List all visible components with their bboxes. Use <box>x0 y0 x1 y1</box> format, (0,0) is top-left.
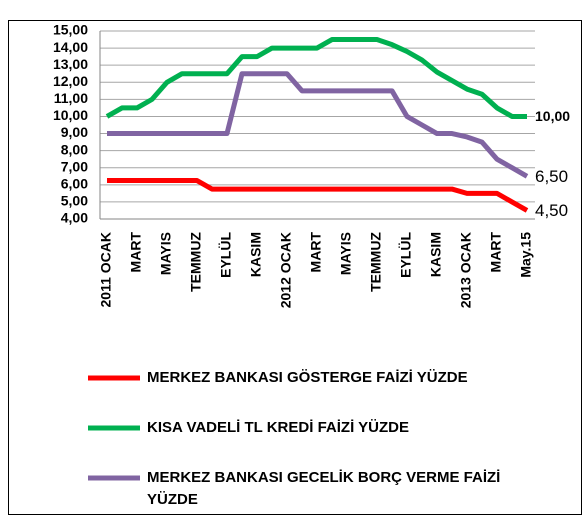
y-tick-label: 14,00 <box>53 39 88 55</box>
x-tick-label: MART <box>488 232 504 273</box>
y-tick-label: 6,00 <box>61 176 88 192</box>
y-tick-label: 9,00 <box>61 124 88 140</box>
end-label: 10,00 <box>535 108 570 124</box>
x-tick-label: KASIM <box>248 232 264 277</box>
x-tick-label: MAYIS <box>338 232 354 275</box>
y-tick-label: 5,00 <box>61 193 88 209</box>
series-line <box>105 37 527 119</box>
x-tick-label: May.15 <box>518 232 534 278</box>
y-tick-label: 10,00 <box>53 107 88 123</box>
x-tick-label: 2011 OCAK <box>98 232 114 307</box>
y-tick-label: 15,00 <box>53 22 88 38</box>
y-tick-label: 13,00 <box>53 56 88 72</box>
end-label: 6,50 <box>535 167 568 186</box>
x-tick-label: MART <box>308 232 324 273</box>
x-tick-label: TEMMUZ <box>188 232 204 292</box>
series-line <box>107 178 529 213</box>
x-tick-label: 2012 OCAK <box>278 232 294 308</box>
y-tick-label: 11,00 <box>54 90 88 106</box>
x-tick-label: KASIM <box>428 232 444 277</box>
y-tick-label: 4,00 <box>61 210 88 226</box>
x-tick-label: MART <box>128 232 144 273</box>
x-tick-label: 2013 OCAK <box>458 232 474 308</box>
x-tick-label: EYLÜL <box>218 232 234 278</box>
x-tick-label: TEMMUZ <box>368 232 384 292</box>
y-tick-label: 7,00 <box>61 158 88 174</box>
y-tick-label: 8,00 <box>61 141 88 157</box>
x-tick-label: EYLÜL <box>398 232 414 278</box>
end-label: 4,50 <box>535 201 568 220</box>
series-line <box>107 71 529 179</box>
chart-border <box>8 20 582 515</box>
legend-label: MERKEZ BANKASI GECELİK BORÇ VERME FAİZİ … <box>147 469 501 508</box>
x-tick-label: MAYIS <box>158 232 174 275</box>
legend-label: MERKEZ BANKASI GÖSTERGE FAİZİ YÜZDE <box>147 369 468 386</box>
y-tick-label: 12,00 <box>53 73 88 89</box>
legend-label: KISA VADELİ TL KREDİ FAİZİ YÜZDE <box>147 419 409 436</box>
